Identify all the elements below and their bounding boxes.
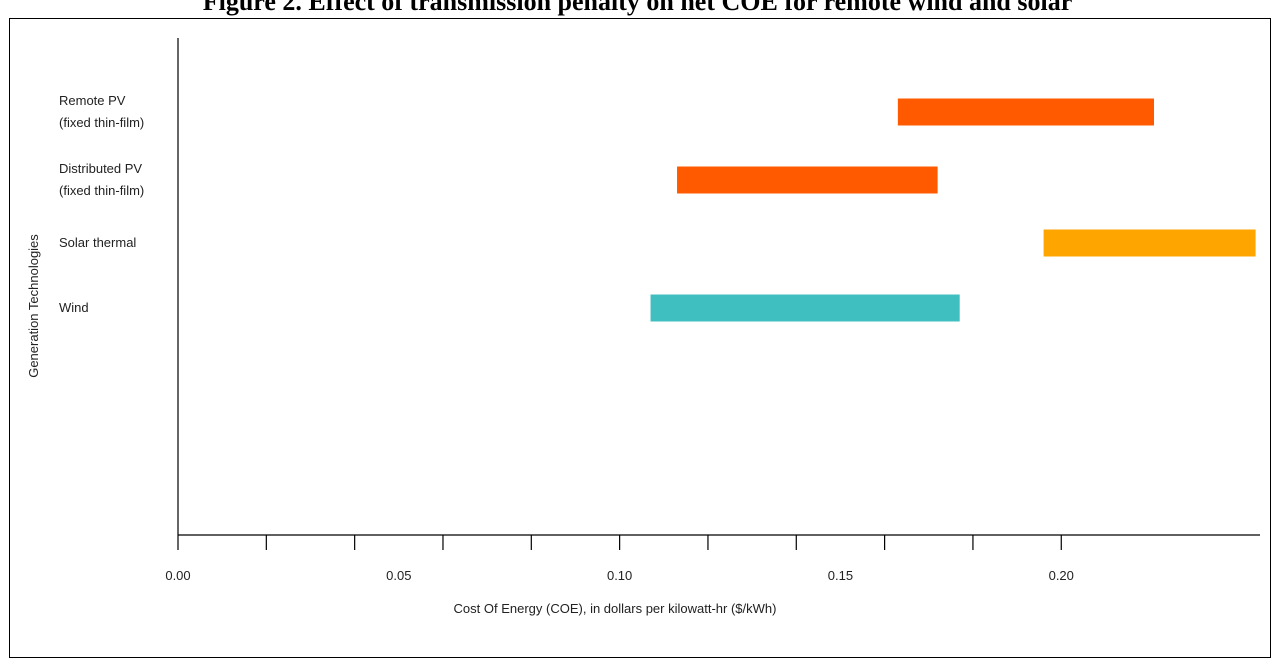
- bars: [650, 98, 1256, 322]
- x-axis-title: Cost Of Energy (COE), in dollars per kil…: [454, 601, 777, 616]
- y-axis-title: Generation Technologies: [26, 234, 41, 378]
- category-label: Wind: [59, 300, 89, 315]
- bar-1: [677, 166, 938, 194]
- x-tick-label: 0.20: [1049, 568, 1074, 583]
- category-labels: Remote PV (fixed thin-film) Distributed PV…: [59, 93, 144, 315]
- x-ticks: [177, 535, 1062, 550]
- category-label: (fixed thin-film): [59, 183, 144, 198]
- category-label: (fixed thin-film): [59, 115, 144, 130]
- axes: [177, 38, 1260, 536]
- x-tick-labels: 0.00 0.05 0.10 0.15 0.20: [165, 568, 1074, 583]
- x-tick-label: 0.15: [828, 568, 853, 583]
- category-label: Remote PV: [59, 93, 126, 108]
- category-label: Distributed PV: [59, 161, 142, 176]
- figure-title: Figure 2. Effect of transmission penalty…: [202, 0, 1073, 16]
- x-tick-label: 0.05: [386, 568, 411, 583]
- bar-0: [897, 98, 1155, 126]
- bar-3: [650, 294, 960, 322]
- x-tick-label: 0.10: [607, 568, 632, 583]
- x-tick-label: 0.00: [165, 568, 190, 583]
- category-label: Solar thermal: [59, 235, 136, 250]
- bar-2: [1043, 229, 1256, 257]
- chart: 0.00 0.05 0.10 0.15 0.20 Remote PV (fixed thi…: [26, 38, 1260, 616]
